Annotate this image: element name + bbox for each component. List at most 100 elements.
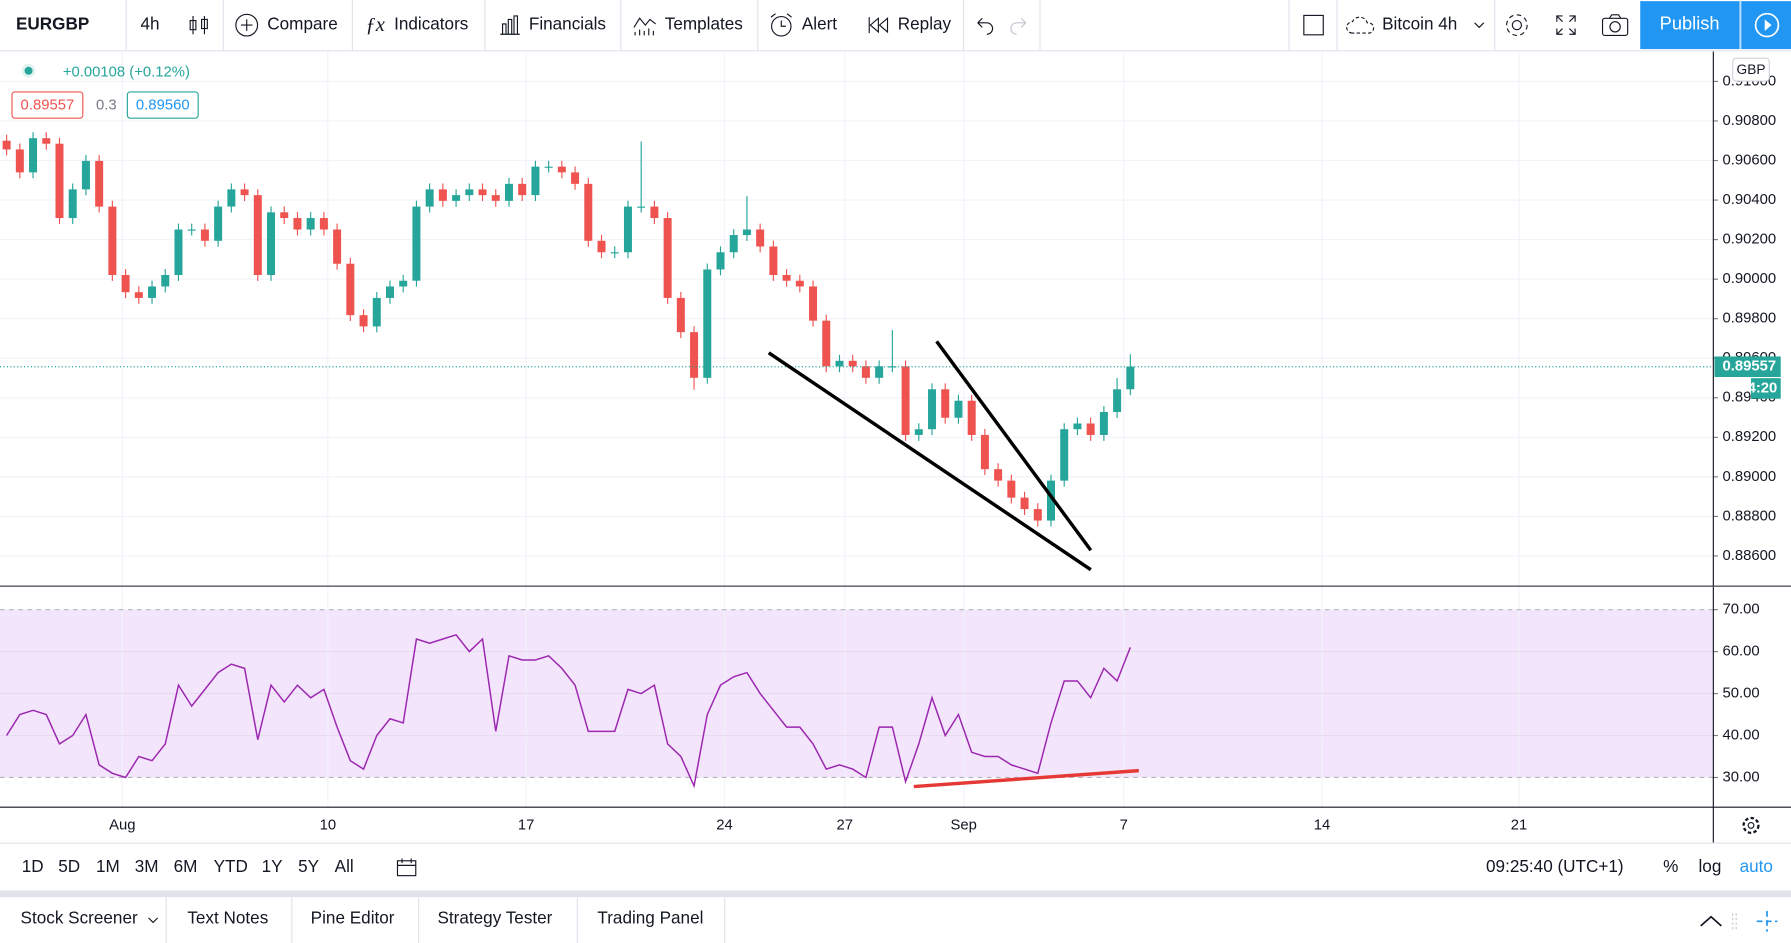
candle-body bbox=[2, 140, 11, 150]
settings-icon[interactable] bbox=[1504, 13, 1529, 38]
templates-button[interactable]: Templates bbox=[664, 14, 743, 35]
financials-button[interactable]: Financials bbox=[528, 14, 606, 35]
interval[interactable]: 4h bbox=[140, 14, 160, 35]
snapshot-icon[interactable] bbox=[1600, 13, 1630, 38]
x-tick-label: 14 bbox=[1314, 817, 1331, 833]
range-bar: 09:25:40 (UTC+1) % log auto 1D 5D 1M 3M 6M YT… bbox=[0, 842, 1791, 892]
fullscreen-icon[interactable] bbox=[1555, 14, 1578, 37]
divergence-line[interactable] bbox=[913, 768, 1139, 789]
percent-toggle[interactable]: % bbox=[1663, 857, 1679, 877]
bid-box[interactable]: 0.89557 bbox=[11, 91, 84, 119]
play-button[interactable] bbox=[1740, 1, 1791, 50]
compare-icon[interactable] bbox=[234, 13, 259, 38]
rsi-pane: Aug 10 17 24 27 Sep 7 14 21 30.00 40.00 50.00 60.00 7… bbox=[0, 586, 1791, 843]
gear bbox=[1742, 816, 1760, 834]
tab[interactable]: Pine Editor bbox=[310, 908, 395, 929]
candle-body bbox=[42, 138, 51, 144]
range-button[interactable]: All bbox=[334, 857, 354, 877]
candle-body bbox=[1126, 366, 1135, 390]
replay-button[interactable]: Replay bbox=[897, 14, 952, 35]
range-button[interactable]: 1M bbox=[95, 857, 120, 877]
candle-body bbox=[108, 206, 117, 275]
range-button[interactable]: 6M bbox=[173, 857, 198, 877]
y-tick-label: 30.00 bbox=[1722, 769, 1759, 785]
candle-body bbox=[742, 229, 751, 236]
candle-body bbox=[68, 189, 77, 219]
range-button[interactable]: 5Y bbox=[298, 857, 320, 877]
candle-body bbox=[161, 274, 170, 287]
alert-icon[interactable] bbox=[768, 11, 795, 38]
replay-icon[interactable] bbox=[867, 16, 890, 34]
log-toggle[interactable]: log bbox=[1698, 857, 1722, 877]
financials-icon[interactable] bbox=[498, 14, 521, 37]
candle-body bbox=[835, 360, 844, 367]
fx-icon[interactable]: ƒx bbox=[365, 12, 385, 36]
range-button[interactable]: 5D bbox=[58, 857, 81, 877]
candle-body bbox=[55, 143, 64, 219]
candle-body bbox=[293, 218, 302, 230]
candle-body bbox=[187, 229, 196, 231]
candle-body bbox=[227, 189, 236, 207]
candle-body bbox=[518, 183, 527, 196]
play-icon bbox=[1754, 12, 1780, 38]
publish-button[interactable]: Publish bbox=[1659, 14, 1720, 35]
templates-icon[interactable] bbox=[633, 14, 658, 37]
layout-name[interactable]: Bitcoin 4h bbox=[1382, 14, 1458, 35]
candle-body bbox=[994, 469, 1003, 481]
range-button[interactable]: YTD bbox=[213, 857, 248, 877]
tab[interactable]: Stock Screener bbox=[20, 908, 138, 929]
candle-body bbox=[676, 297, 685, 333]
tab[interactable]: Trading Panel bbox=[597, 908, 704, 929]
y-tick-label: 0.89200 bbox=[1722, 429, 1776, 445]
range-button[interactable]: 3M bbox=[134, 857, 159, 877]
candle-body bbox=[399, 280, 408, 287]
trend-line[interactable] bbox=[767, 351, 1092, 572]
candle-body bbox=[1033, 509, 1042, 521]
range-button[interactable]: 1D bbox=[21, 857, 44, 877]
publish-bg[interactable] bbox=[1640, 1, 1740, 50]
currency-badge-bg bbox=[1732, 57, 1770, 82]
tab[interactable]: Strategy Tester bbox=[437, 908, 553, 929]
chevron[interactable] bbox=[1472, 19, 1486, 30]
axis-settings[interactable] bbox=[1742, 816, 1760, 834]
cloud-icon[interactable] bbox=[1346, 14, 1378, 37]
symbol[interactable]: EURGBP bbox=[15, 14, 90, 35]
goto-date-icon[interactable] bbox=[395, 857, 418, 878]
range-button[interactable]: 1Y bbox=[261, 857, 283, 877]
candle-body bbox=[15, 149, 24, 173]
gear-hole bbox=[1747, 821, 1755, 829]
alert-button[interactable]: Alert bbox=[801, 14, 838, 35]
y-tick-label: 70.00 bbox=[1722, 602, 1759, 618]
clock[interactable]: 09:25:40 (UTC+1) bbox=[1486, 857, 1624, 877]
tab-divider bbox=[418, 897, 420, 943]
panel-controls[interactable] bbox=[1698, 909, 1785, 934]
undo-redo[interactable] bbox=[973, 15, 1030, 36]
y-tick-label: 0.88800 bbox=[1722, 508, 1776, 524]
auto-toggle[interactable]: auto bbox=[1739, 857, 1773, 877]
candle-body bbox=[280, 212, 289, 219]
y-tick-label: 0.89000 bbox=[1722, 469, 1776, 485]
ask-box[interactable]: 0.89560 bbox=[126, 91, 199, 119]
y-tick-label: 0.90000 bbox=[1722, 271, 1776, 287]
chevron[interactable] bbox=[146, 914, 160, 925]
y-tick-label: 40.00 bbox=[1722, 727, 1759, 743]
layout-square[interactable] bbox=[1302, 14, 1325, 37]
x-tick-label: 27 bbox=[837, 817, 854, 833]
x-tick-label: Aug bbox=[109, 817, 135, 833]
candle-body bbox=[557, 166, 566, 173]
tab-divider bbox=[291, 897, 293, 943]
candle-body bbox=[531, 166, 540, 196]
trend-line[interactable] bbox=[935, 340, 1093, 552]
compare-button[interactable]: Compare bbox=[267, 14, 338, 35]
candle-body bbox=[756, 229, 765, 247]
candle-body bbox=[385, 286, 394, 298]
tab[interactable]: Text Notes bbox=[187, 908, 269, 929]
status-dot bbox=[21, 63, 36, 78]
x-tick-label: 24 bbox=[716, 817, 733, 833]
chart-style-icon[interactable] bbox=[187, 14, 210, 37]
y-tick-label: 0.90600 bbox=[1722, 152, 1776, 168]
bottom-tabs: Stock Screener Text Notes Pine Editor Strat… bbox=[0, 897, 1791, 943]
candle-body bbox=[438, 189, 447, 201]
candle-body bbox=[240, 189, 249, 196]
indicators-button[interactable]: Indicators bbox=[394, 14, 469, 35]
